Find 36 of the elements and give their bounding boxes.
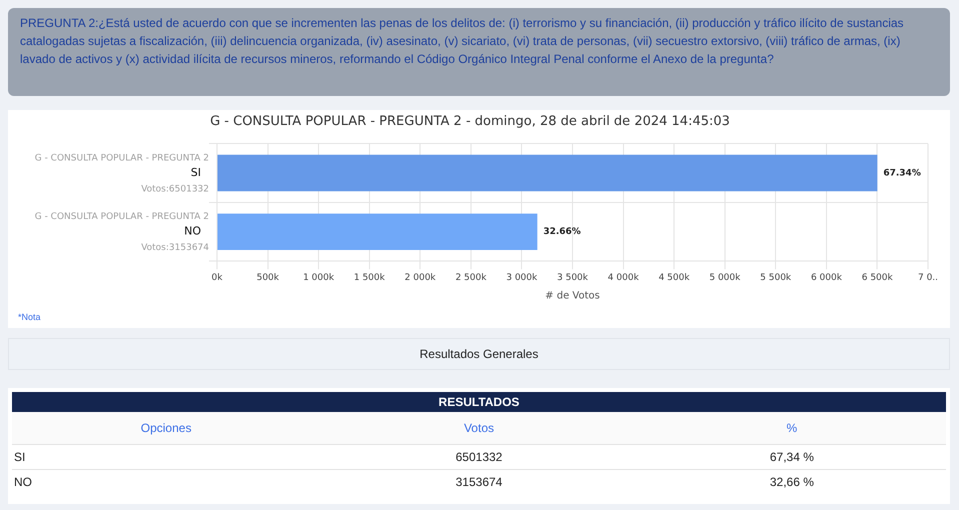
x-tick-label: 7 0.. [918,272,938,283]
text: G - CONSULTA POPULAR - PREGUNTA 2 [34,153,209,164]
x-tick-label: 5 500k [760,272,792,283]
text: 67,34 % [768,448,815,466]
category-label: SI [14,450,26,464]
x-tick-label: 1 000k [303,272,335,283]
annotation: 67.34% [883,168,921,178]
text: Opciones [140,420,192,437]
text: PREGUNTA 2:¿Está usted de acuerdo con que se incrementen las penas de los delitos de: (i) terrorismo y su financiación, (ii) producción y tráfico ilícito de sustancias catalogadas sujetas a fiscalización, (iii) delincuencia organizada, (iv) asesinato, (v) sicariato, (vi) trata de personas, (vii) secuestro extorsivo, (viii) tráfico de armas, (ix) lavado de activos y (x) actividad ilícita de recursos mineros, reformando el Código Orgánico Integral Penal conforme el Anexo de la pregunta? [8,8,950,96]
x-axis-title: # de Votos [545,290,600,302]
x-tick-label: 3 000k [506,272,538,283]
text: 32,66 % [768,474,815,491]
x-tick-label: 500k [256,272,280,283]
x-tick-label: 6 000k [810,272,843,283]
x-tick-label: 1 500k [354,272,386,283]
x-tick-label: 0k [212,272,224,283]
text: Votos:3153674 [141,243,210,254]
text: 3153674 [454,474,504,491]
x-tick-label: 4 000k [608,272,640,283]
x-tick-label: 2 500k [455,272,488,283]
text: 6501332 [454,448,504,466]
x-tick-label: 6 500k [862,272,894,283]
annotation: 32.66% [543,227,581,238]
x-tick-label: 2 000k [404,272,436,283]
text: Votos:6501332 [141,184,209,194]
text: G - CONSULTA POPULAR - PREGUNTA 2 [34,212,209,222]
text: Resultados Generales [8,338,950,370]
text: % [786,420,798,437]
text: Votos [462,420,495,437]
x-tick-label: 5 000k [709,272,742,283]
category-label: NO [14,474,32,489]
x-tick-label: 3 500k [557,272,589,283]
x-tick-label: 4 500k [658,272,690,283]
text: *Nota [18,312,41,322]
chart-title: G - CONSULTA POPULAR - PREGUNTA 2 - domingo, 28 de abril de 2024 14:45:03 [210,114,730,130]
text: RESULTADOS [12,392,946,412]
